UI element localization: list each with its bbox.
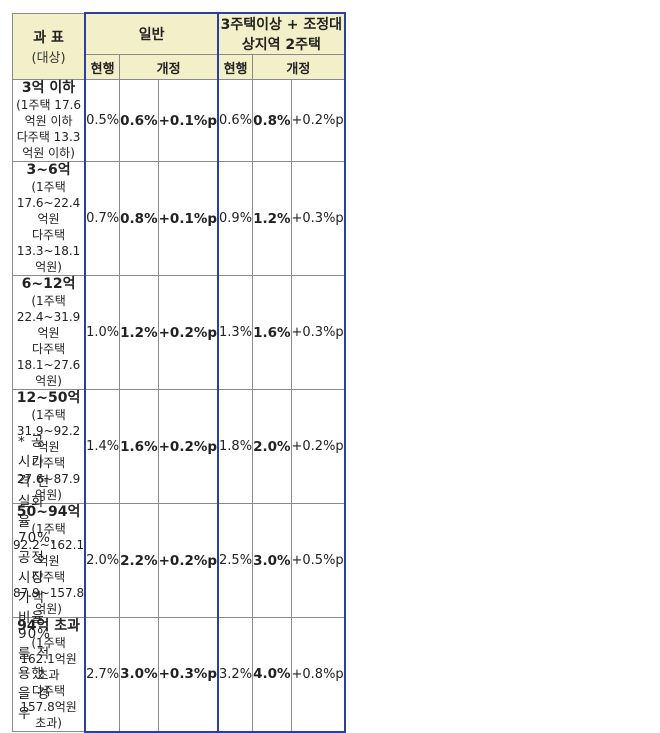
multi-revised-rate: 2.0% <box>252 389 292 504</box>
header-general: 일반 <box>84 12 220 55</box>
bracket-single-home: (1주택 17.6억원 이하 <box>16 98 82 128</box>
header-multi-revised: 개정 <box>252 54 346 80</box>
general-current-rate: 0.5% <box>84 79 121 162</box>
general-current-rate: 1.0% <box>84 275 121 390</box>
header-general-current: 현행 <box>84 54 121 80</box>
bracket-multi-home: 다주택 13.3억원 이하) <box>16 130 81 160</box>
general-rate-change: +0.3%p <box>157 617 220 733</box>
general-current-rate: 2.7% <box>84 617 121 733</box>
bracket-cell: 3~6억 (1주택 17.6~22.4억원 다주택 13.3~18.1억원) <box>12 161 86 276</box>
bracket-multi-home: 다주택 13.3~18.1억원) <box>16 228 81 274</box>
bracket-cell: 6~12억 (1주택 22.4~31.9억원 다주택 18.1~27.6억원) <box>12 275 86 390</box>
bracket-multi-home: 다주택 18.1~27.6억원) <box>16 342 81 388</box>
multi-current-rate: 1.8% <box>217 389 254 504</box>
multi-current-rate: 1.3% <box>217 275 254 390</box>
general-revised-rate: 2.2% <box>119 503 159 618</box>
multi-current-rate: 2.5% <box>217 503 254 618</box>
general-current-rate: 1.4% <box>84 389 121 504</box>
header-row-1: 과 표 (대상) 일반 3주택이상 + 조정대상지역 2주택 <box>12 12 346 80</box>
table-row: 3억 이하 (1주택 17.6억원 이하 다주택 13.3억원 이하) 0.5% 0.6… <box>12 79 346 162</box>
multi-revised-rate: 4.0% <box>252 617 292 733</box>
header-multi-current: 현행 <box>217 54 254 80</box>
multi-rate-change: +0.3%p <box>290 161 346 276</box>
table-row: 3~6억 (1주택 17.6~22.4억원 다주택 13.3~18.1억원) 0.7%… <box>12 161 346 276</box>
general-rate-change: +0.1%p <box>157 79 220 162</box>
multi-current-rate: 0.6% <box>217 79 254 162</box>
multi-current-rate: 3.2% <box>217 617 254 733</box>
multi-rate-change: +0.2%p <box>290 389 346 504</box>
multi-rate-change: +0.3%p <box>290 275 346 390</box>
header-subject-title: 과 표 <box>33 29 64 46</box>
multi-revised-rate: 1.2% <box>252 161 292 276</box>
table-row: 12~50억 (1주택 31.9~92.2억원 다주택 27.6~87.9억원) 1.… <box>12 389 346 504</box>
footnote: * 공시가격 현실화율 70%, 공정시장가액비율 90%를 적용했을 경우 <box>18 434 57 722</box>
general-rate-change: +0.2%p <box>157 503 220 618</box>
bracket-title: 3억 이하 <box>21 80 76 96</box>
header-subject-cell: 과 표 (대상) <box>12 12 86 80</box>
general-revised-rate: 0.8% <box>119 161 159 276</box>
multi-revised-rate: 3.0% <box>252 503 292 618</box>
header-multi-home: 3주택이상 + 조정대상지역 2주택 <box>217 12 346 55</box>
general-revised-rate: 3.0% <box>119 617 159 733</box>
multi-current-rate: 0.9% <box>217 161 254 276</box>
multi-revised-rate: 1.6% <box>252 275 292 390</box>
table-row: 94억 초과 (1주택 162.1억원 초과 다주택 157.8억원 초과) 2.7%… <box>12 617 346 733</box>
bracket-single-home: (1주택 31.9~92.2억원 <box>16 408 81 454</box>
general-current-rate: 0.7% <box>84 161 121 276</box>
general-current-rate: 2.0% <box>84 503 121 618</box>
multi-revised-rate: 0.8% <box>252 79 292 162</box>
bracket-single-home: (1주택 22.4~31.9억원 <box>16 294 81 340</box>
table-row: 6~12억 (1주택 22.4~31.9억원 다주택 18.1~27.6억원) 1.0… <box>12 275 346 390</box>
general-rate-change: +0.2%p <box>157 275 220 390</box>
header-row-2: 현행 개정 현행 개정 <box>13 54 346 80</box>
general-rate-change: +0.1%p <box>157 161 220 276</box>
multi-rate-change: +0.8%p <box>290 617 346 733</box>
general-revised-rate: 0.6% <box>119 79 159 162</box>
bracket-title: 6~12억 <box>21 276 76 292</box>
table-row: 50~94억 (1주택 92.2~162.1억원 다주택 87.9~157.8억원)… <box>12 503 346 618</box>
general-revised-rate: 1.6% <box>119 389 159 504</box>
header-subject-sub: (대상) <box>31 50 66 66</box>
general-rate-change: +0.2%p <box>157 389 220 504</box>
header-general-revised: 개정 <box>119 54 220 80</box>
bracket-single-home: (1주택 17.6~22.4억원 <box>16 180 81 226</box>
bracket-cell: 3억 이하 (1주택 17.6억원 이하 다주택 13.3억원 이하) <box>12 79 86 162</box>
bracket-title: 12~50억 <box>16 390 81 406</box>
multi-rate-change: +0.2%p <box>290 79 346 162</box>
general-revised-rate: 1.2% <box>119 275 159 390</box>
multi-rate-change: +0.5%p <box>290 503 346 618</box>
tax-rate-table: 과 표 (대상) 일반 3주택이상 + 조정대상지역 2주택 현행 개정 현행 … <box>12 12 346 733</box>
bracket-title: 3~6억 <box>26 162 71 178</box>
